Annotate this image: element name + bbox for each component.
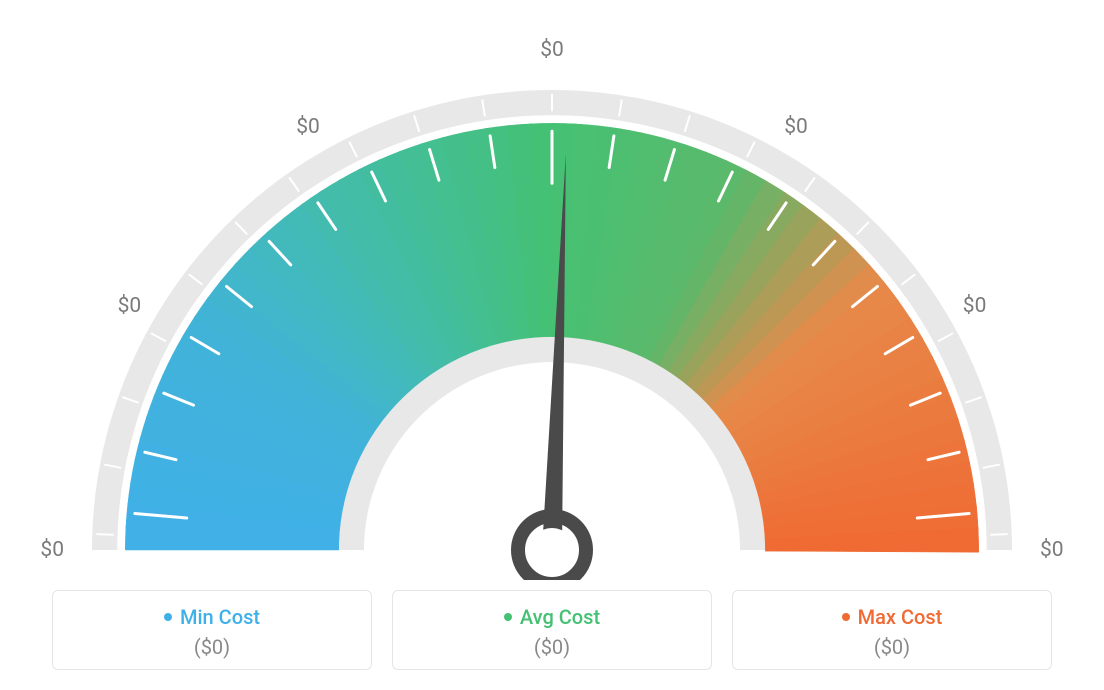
gauge-tick-label: $0 xyxy=(1040,538,1064,562)
gauge-tick-label: $0 xyxy=(784,115,808,139)
legend-dot-max xyxy=(842,613,850,621)
legend-dot-min xyxy=(164,613,172,621)
legend-row: Min Cost ($0) Avg Cost ($0) Max Cost ($0… xyxy=(0,590,1104,670)
legend-dot-avg xyxy=(504,613,512,621)
gauge-svg xyxy=(32,20,1072,580)
legend-card-max: Max Cost ($0) xyxy=(732,590,1052,670)
legend-card-min: Min Cost ($0) xyxy=(52,590,372,670)
legend-value-min: ($0) xyxy=(53,635,371,659)
gauge-tick-label: $0 xyxy=(40,538,64,562)
gauge-tick-label: $0 xyxy=(118,294,142,318)
legend-label-max: Max Cost xyxy=(858,605,943,629)
legend-value-max: ($0) xyxy=(733,635,1051,659)
legend-label-avg: Avg Cost xyxy=(520,605,600,629)
legend-value-avg: ($0) xyxy=(393,635,711,659)
gauge-tick-label: $0 xyxy=(963,294,987,318)
gauge-chart: $0 $0 $0 $0 $0 $0 $0 xyxy=(32,20,1072,580)
gauge-tick-label: $0 xyxy=(540,38,564,62)
gauge-tick-label: $0 xyxy=(296,115,320,139)
legend-card-avg: Avg Cost ($0) xyxy=(392,590,712,670)
legend-label-min: Min Cost xyxy=(180,605,260,629)
